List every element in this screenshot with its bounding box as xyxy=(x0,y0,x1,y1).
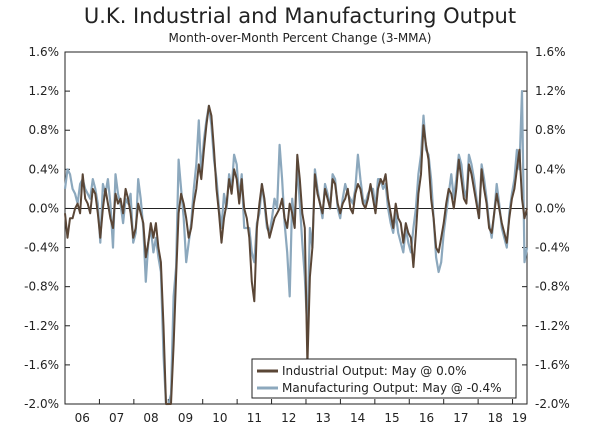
y-tick-label-right: -1.2% xyxy=(535,319,570,333)
chart-title: U.K. Industrial and Manufacturing Output xyxy=(83,4,517,28)
legend-box xyxy=(251,358,517,399)
x-tick-label: 09 xyxy=(178,411,193,425)
x-tick-label: 13 xyxy=(316,411,331,425)
x-tick-label: 12 xyxy=(281,411,296,425)
x-tick-label: 14 xyxy=(350,411,365,425)
y-tick-label-left: -2.0% xyxy=(24,397,59,411)
y-tick-label-right: 1.6% xyxy=(535,45,566,59)
y-tick-label-left: -1.2% xyxy=(24,319,59,333)
x-tick-label: 18 xyxy=(488,411,503,425)
y-tick-label-left: 1.2% xyxy=(29,84,60,98)
legend-label-manufacturing: Manufacturing Output: May @ -0.4% xyxy=(282,381,502,395)
y-tick-label-right: 0.8% xyxy=(535,123,566,137)
x-tick-label: 10 xyxy=(212,411,227,425)
y-tick-label-right: 0.4% xyxy=(535,162,566,176)
y-tick-label-left: 0.8% xyxy=(29,123,60,137)
x-tick-label: 11 xyxy=(247,411,262,425)
series-line-manufacturing xyxy=(63,89,529,406)
legend-label-industrial: Industrial Output: May @ 0.0% xyxy=(282,364,467,378)
y-tick-label-left: -1.6% xyxy=(24,358,59,372)
x-tick-label: 07 xyxy=(109,411,124,425)
x-tick-label: 15 xyxy=(384,411,399,425)
y-tick-label-right: -1.6% xyxy=(535,358,570,372)
y-tick-label-right: 0.0% xyxy=(535,201,566,215)
x-tick-label: 08 xyxy=(143,411,158,425)
y-tick-label-left: 1.6% xyxy=(29,45,60,59)
y-tick-label-right: -0.4% xyxy=(535,241,570,255)
y-tick-label-right: 1.2% xyxy=(535,84,566,98)
x-tick-label: 17 xyxy=(453,411,468,425)
y-tick-label-left: -0.8% xyxy=(24,280,59,294)
x-tick-label: 06 xyxy=(75,411,90,425)
x-tick-label: 19 xyxy=(512,411,527,425)
plot-frame xyxy=(64,51,528,405)
x-tick-label: 16 xyxy=(419,411,434,425)
y-tick-label-right: -0.8% xyxy=(535,280,570,294)
series-line-industrial xyxy=(64,104,528,405)
chart-subtitle: Month-over-Month Percent Change (3-MMA) xyxy=(168,31,432,45)
y-tick-label-left: -0.4% xyxy=(24,241,59,255)
y-tick-label-right: -2.0% xyxy=(535,397,570,411)
y-tick-label-left: 0.4% xyxy=(29,162,60,176)
y-tick-label-left: 0.0% xyxy=(29,201,60,215)
